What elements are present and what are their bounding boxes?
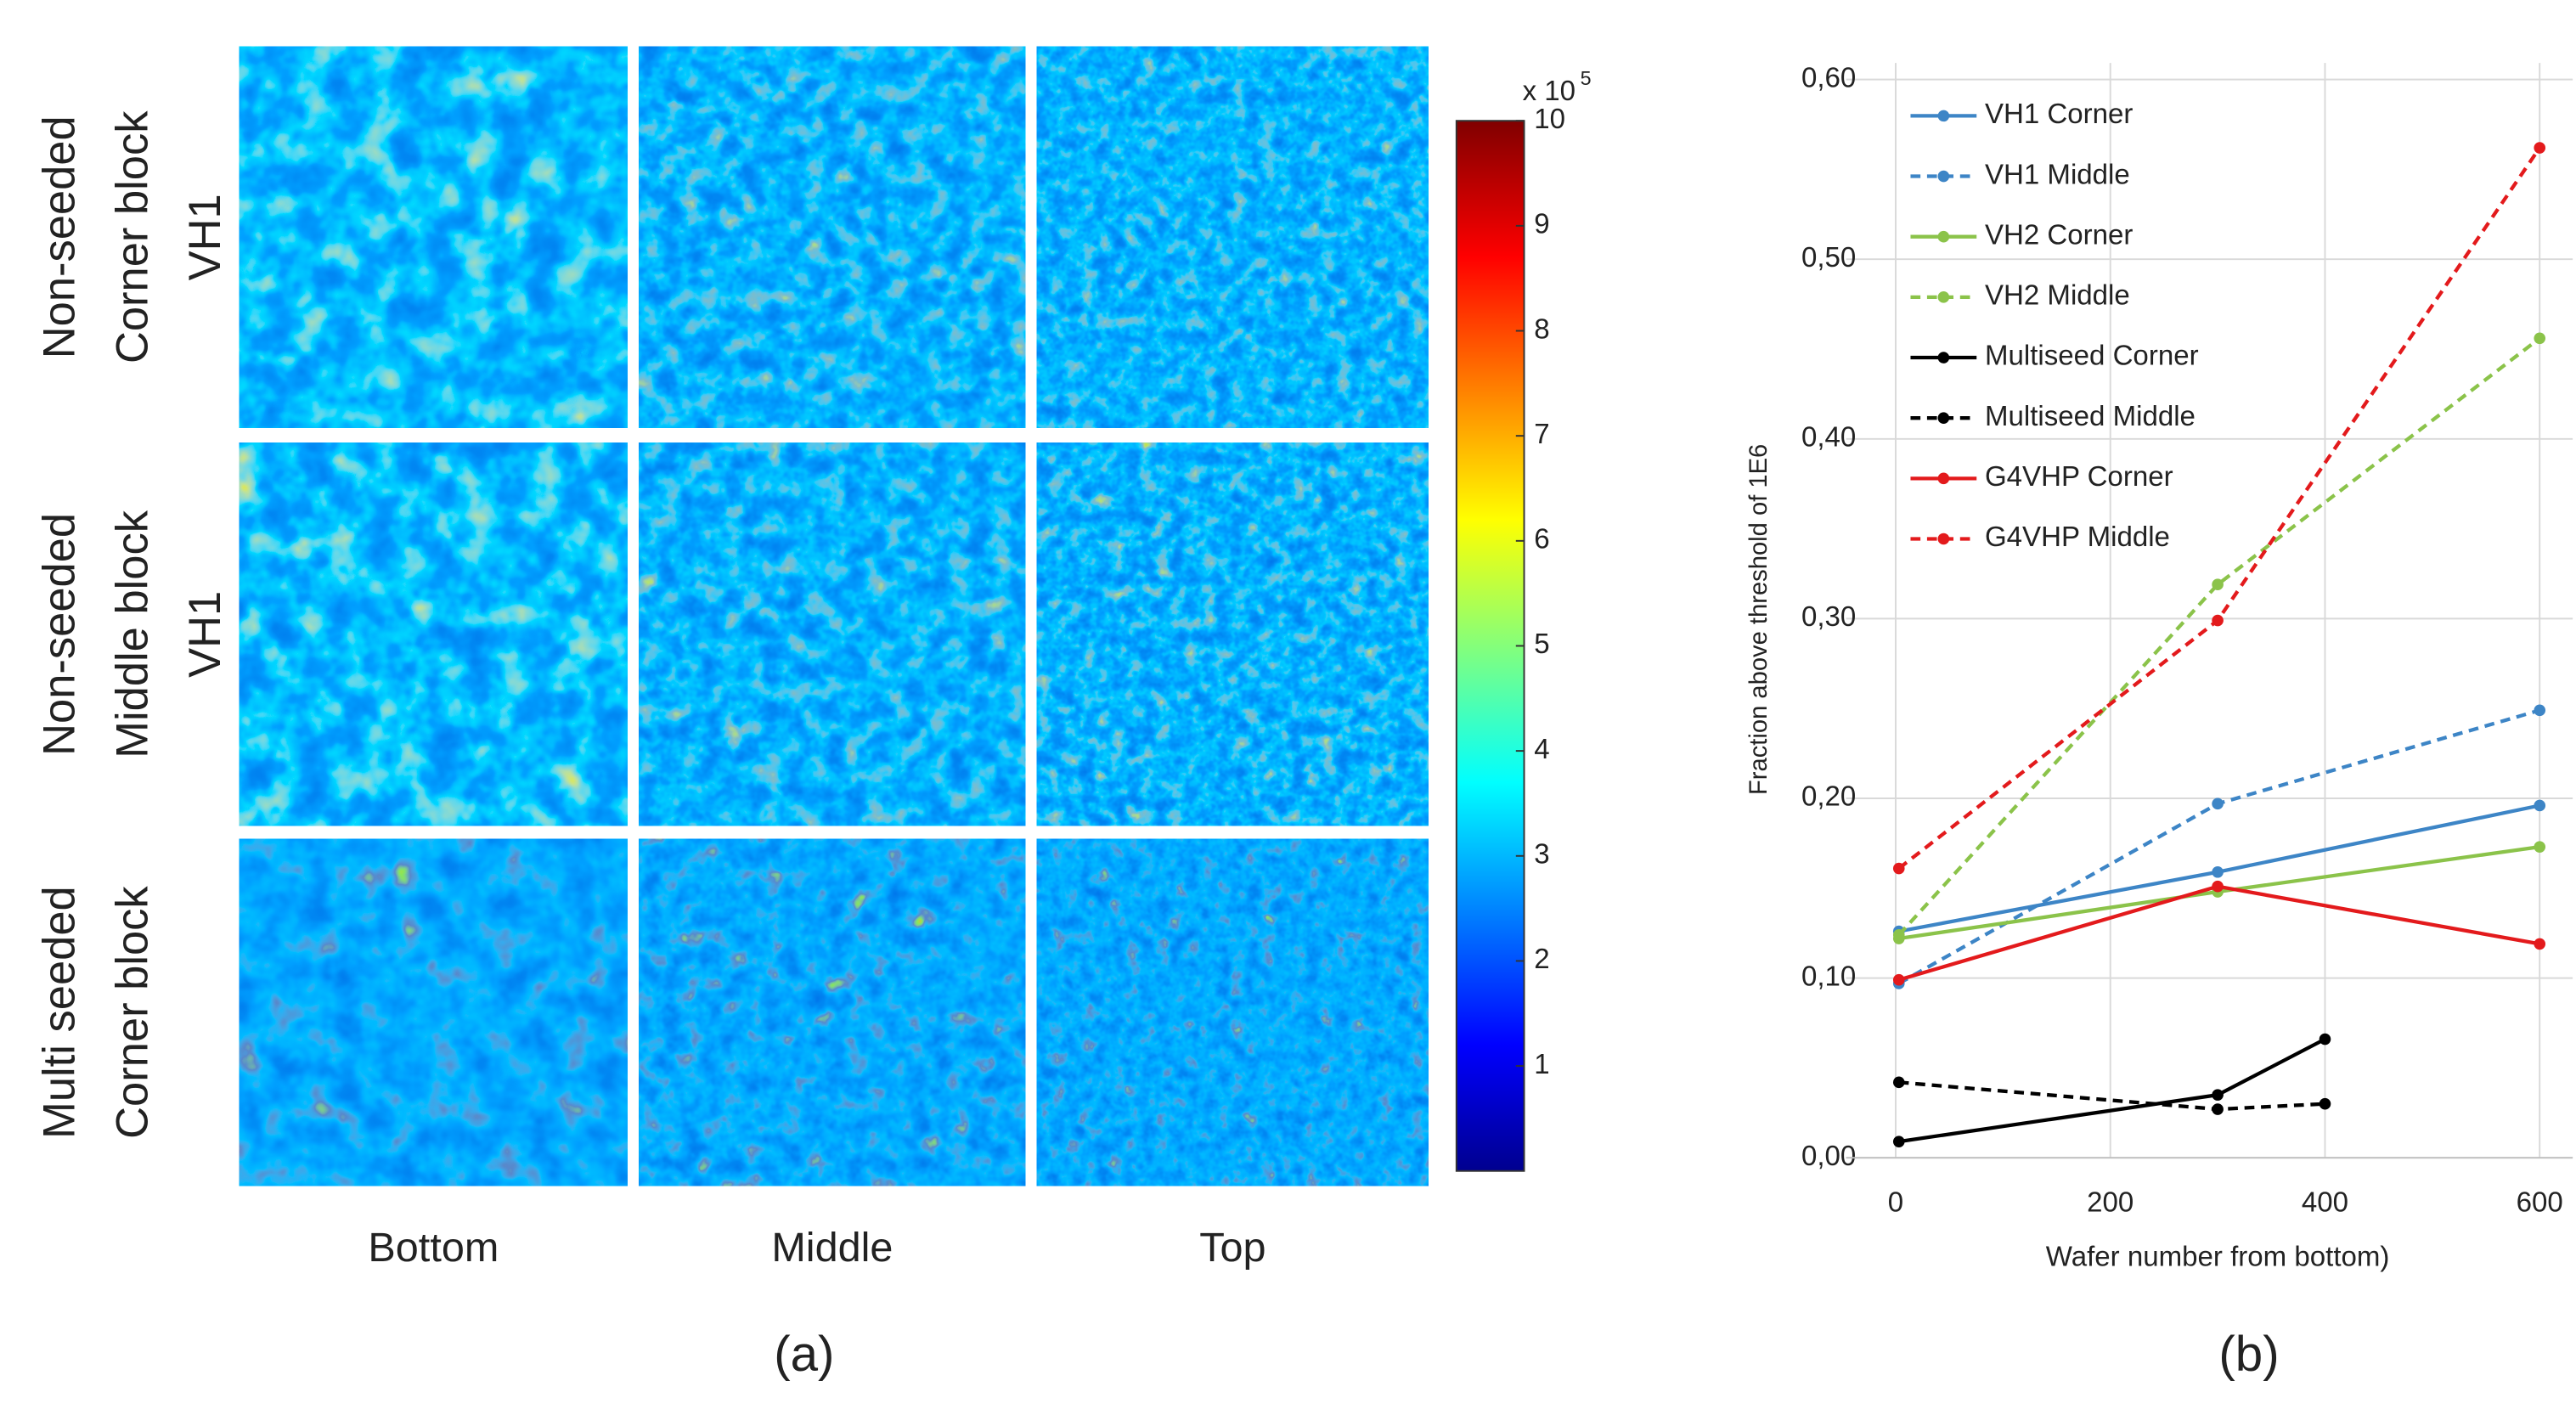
legend-label: Multiseed Corner [1985, 341, 2199, 372]
data-point [1892, 929, 1905, 941]
legend-label: VH2 Middle [1985, 280, 2130, 312]
legend-marker [1937, 352, 1950, 364]
row-label: VH1 [180, 194, 230, 280]
x-tick-label: 400 [2302, 1186, 2348, 1218]
data-point [1892, 973, 1905, 986]
data-point [2212, 880, 2224, 893]
column-label: Bottom [368, 1225, 499, 1271]
legend-label: Multiseed Middle [1985, 401, 2196, 432]
data-point [2534, 841, 2546, 853]
colorbar-tick-label: 10 [1534, 104, 1565, 135]
colorbar-tick-label: 9 [1534, 209, 1549, 240]
y-tick-label: 0,50 [1801, 242, 1856, 273]
data-point [2212, 1089, 2224, 1101]
heatmap-image [239, 442, 628, 826]
y-tick-label: 0,00 [1801, 1141, 1856, 1172]
heatmap-image [639, 442, 1026, 826]
series-line [1898, 1080, 2325, 1112]
column-label: Top [1199, 1225, 1265, 1271]
y-tick-label: 0,20 [1801, 781, 1856, 813]
row-label: Corner block [107, 110, 157, 364]
row-label: Non-seeded [35, 513, 85, 756]
data-point [1892, 1076, 1905, 1089]
data-point [2319, 1097, 2331, 1110]
y-tick-label: 0,30 [1801, 601, 1856, 633]
legend-marker [1937, 472, 1950, 485]
colorbar-tick-label: 5 [1534, 628, 1549, 660]
row-label: Corner block [107, 886, 157, 1139]
row-label: Non-seeded [35, 116, 85, 358]
data-point [2534, 938, 2546, 950]
data-point [2534, 332, 2546, 345]
legend-marker [1937, 110, 1950, 122]
y-tick-label: 0,10 [1801, 961, 1856, 992]
heatmap-image [639, 46, 1026, 428]
legend-marker [1937, 533, 1950, 545]
x-axis-label: Wafer number from bottom) [2046, 1242, 2390, 1273]
legend-label: G4VHP Middle [1985, 521, 2170, 553]
heatmap-image [639, 838, 1026, 1186]
series-line [1897, 146, 2541, 871]
data-point [2319, 1033, 2331, 1045]
data-point [2534, 704, 2546, 717]
colorbar-tick-label: 4 [1534, 734, 1549, 765]
x-tick-label: 600 [2517, 1186, 2563, 1218]
row-label: VH1 [180, 591, 230, 678]
y-tick-label: 0,60 [1801, 62, 1856, 93]
data-point [2212, 865, 2224, 878]
series-line [1897, 336, 2541, 937]
data-point [2212, 797, 2224, 810]
data-point [2534, 142, 2546, 154]
heatmap-image [1036, 838, 1429, 1186]
data-point [1892, 862, 1905, 875]
x-tick-label: 0 [1888, 1186, 1903, 1218]
data-point [2212, 614, 2224, 627]
legend-marker [1937, 230, 1950, 243]
heatmap-image [1036, 442, 1429, 826]
heatmap-image [239, 46, 628, 428]
colorbar-tick-label: 3 [1534, 839, 1549, 871]
legend-label: VH1 Middle [1985, 159, 2130, 190]
data-point [2534, 799, 2546, 812]
row-label: Multi seeded [35, 886, 85, 1139]
data-point [1892, 1136, 1905, 1147]
colorbar-label: x 10 [1523, 76, 1575, 107]
legend-marker [1937, 412, 1950, 424]
legend-label: G4VHP Corner [1985, 461, 2173, 493]
legend-marker [1937, 170, 1950, 183]
colorbar-tick-label: 6 [1534, 524, 1549, 555]
legend-marker [1937, 291, 1950, 303]
data-point [2212, 578, 2224, 591]
y-axis-label: Fraction above threshold of 1E6 [1745, 444, 1773, 795]
row-label: Middle block [107, 510, 157, 758]
y-tick-label: 0,40 [1801, 422, 1856, 454]
series-line [1898, 884, 2540, 982]
colorbar-tick-label: 2 [1534, 944, 1549, 975]
caption: (b) [2218, 1327, 2279, 1382]
colorbar [1455, 120, 1525, 1172]
legend-label: VH1 Corner [1985, 99, 2133, 130]
x-tick-label: 200 [2087, 1186, 2134, 1218]
colorbar-tick-label: 8 [1534, 313, 1549, 345]
column-label: Middle [771, 1225, 893, 1271]
heatmap-image [1036, 46, 1429, 428]
series-line [1897, 708, 2540, 985]
colorbar-exponent: 5 [1581, 67, 1592, 89]
caption: (a) [774, 1327, 834, 1382]
heatmap-image [239, 838, 628, 1186]
colorbar-tick-label: 1 [1534, 1049, 1549, 1080]
series-line [1898, 1037, 2326, 1144]
data-point [2212, 1103, 2224, 1115]
legend-label: VH2 Corner [1985, 219, 2133, 251]
colorbar-tick-label: 7 [1534, 419, 1549, 450]
